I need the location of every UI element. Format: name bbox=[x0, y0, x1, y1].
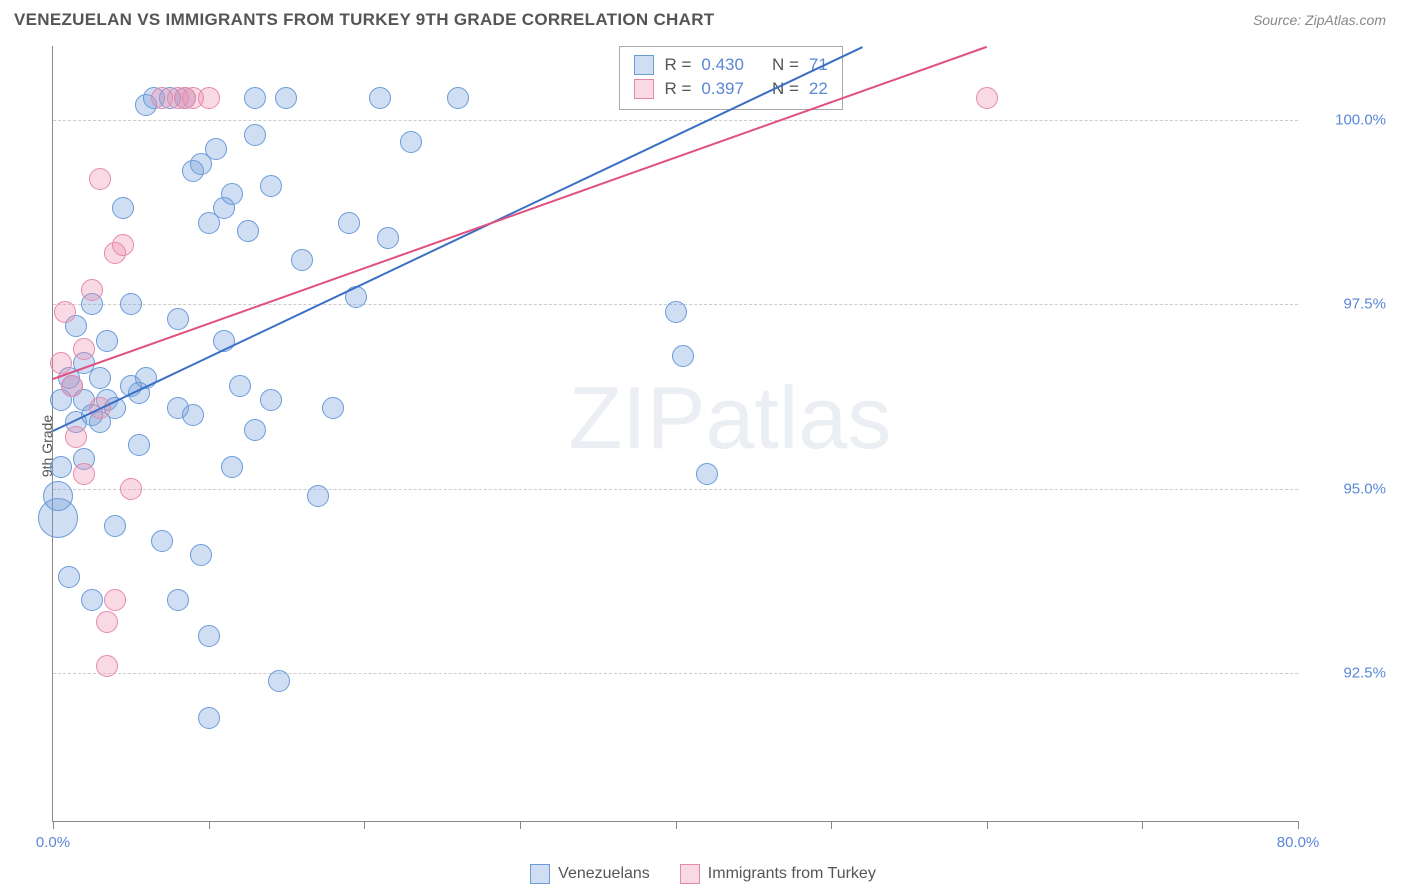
scatter-point bbox=[104, 515, 126, 537]
scatter-point bbox=[198, 625, 220, 647]
x-tick-label: 80.0% bbox=[1277, 834, 1320, 851]
scatter-point bbox=[260, 389, 282, 411]
x-tick-label: 0.0% bbox=[36, 834, 70, 851]
scatter-point bbox=[96, 655, 118, 677]
x-tick bbox=[364, 821, 365, 829]
scatter-point bbox=[182, 404, 204, 426]
scatter-point bbox=[43, 481, 73, 511]
legend-bottom: Venezuelans Immigrants from Turkey bbox=[0, 864, 1406, 884]
legend-label: Immigrants from Turkey bbox=[708, 865, 876, 883]
stat-row: R =0.397N =22 bbox=[634, 77, 827, 101]
legend-item: Venezuelans bbox=[530, 864, 650, 884]
y-tick-label: 100.0% bbox=[1306, 111, 1386, 128]
scatter-point bbox=[89, 168, 111, 190]
scatter-point bbox=[244, 124, 266, 146]
scatter-point bbox=[198, 707, 220, 729]
scatter-point bbox=[400, 131, 422, 153]
scatter-point bbox=[58, 566, 80, 588]
scatter-point bbox=[976, 87, 998, 109]
scatter-point bbox=[338, 212, 360, 234]
scatter-point bbox=[307, 485, 329, 507]
x-tick bbox=[53, 821, 54, 829]
chart-header: VENEZUELAN VS IMMIGRANTS FROM TURKEY 9TH… bbox=[0, 0, 1406, 40]
scatter-point bbox=[221, 456, 243, 478]
scatter-point bbox=[665, 301, 687, 323]
watermark: ZIPatlas bbox=[569, 367, 892, 469]
legend-swatch-icon bbox=[634, 55, 654, 75]
scatter-point bbox=[81, 589, 103, 611]
legend-label: Venezuelans bbox=[558, 865, 650, 883]
scatter-point bbox=[447, 87, 469, 109]
plot-region: ZIPatlas 92.5%95.0%97.5%100.0%0.0%80.0%R… bbox=[52, 46, 1298, 822]
x-tick bbox=[209, 821, 210, 829]
stat-r-label: R = bbox=[664, 79, 691, 99]
scatter-point bbox=[112, 234, 134, 256]
scatter-point bbox=[120, 478, 142, 500]
scatter-point bbox=[322, 397, 344, 419]
y-tick-label: 97.5% bbox=[1306, 296, 1386, 313]
stat-n-value: 22 bbox=[809, 79, 828, 99]
scatter-point bbox=[244, 87, 266, 109]
scatter-point bbox=[268, 670, 290, 692]
scatter-point bbox=[128, 434, 150, 456]
scatter-point bbox=[120, 293, 142, 315]
scatter-point bbox=[275, 87, 297, 109]
scatter-point bbox=[104, 589, 126, 611]
x-tick bbox=[1298, 821, 1299, 829]
scatter-point bbox=[73, 338, 95, 360]
chart-title: VENEZUELAN VS IMMIGRANTS FROM TURKEY 9TH… bbox=[14, 10, 714, 30]
x-tick bbox=[987, 821, 988, 829]
scatter-point bbox=[65, 426, 87, 448]
scatter-point bbox=[50, 456, 72, 478]
stat-r-label: R = bbox=[664, 55, 691, 75]
scatter-point bbox=[205, 138, 227, 160]
scatter-point bbox=[50, 352, 72, 374]
scatter-point bbox=[96, 330, 118, 352]
stat-row: R =0.430N =71 bbox=[634, 53, 827, 77]
stats-box: R =0.430N =71R =0.397N =22 bbox=[619, 46, 842, 110]
gridline bbox=[53, 120, 1298, 121]
scatter-point bbox=[89, 367, 111, 389]
scatter-point bbox=[167, 589, 189, 611]
scatter-point bbox=[112, 197, 134, 219]
scatter-point bbox=[260, 175, 282, 197]
scatter-point bbox=[198, 87, 220, 109]
scatter-point bbox=[190, 544, 212, 566]
scatter-point bbox=[377, 227, 399, 249]
legend-swatch-icon bbox=[634, 79, 654, 99]
scatter-point bbox=[73, 463, 95, 485]
scatter-point bbox=[96, 611, 118, 633]
legend-swatch-icon bbox=[530, 864, 550, 884]
scatter-point bbox=[369, 87, 391, 109]
scatter-point bbox=[54, 301, 76, 323]
y-tick-label: 95.0% bbox=[1306, 480, 1386, 497]
scatter-point bbox=[672, 345, 694, 367]
scatter-point bbox=[221, 183, 243, 205]
gridline bbox=[53, 673, 1298, 674]
chart-area: 9th Grade ZIPatlas 92.5%95.0%97.5%100.0%… bbox=[40, 46, 1396, 846]
legend-swatch-icon bbox=[680, 864, 700, 884]
stat-r-value: 0.397 bbox=[701, 79, 744, 99]
scatter-point bbox=[696, 463, 718, 485]
scatter-point bbox=[237, 220, 259, 242]
scatter-point bbox=[167, 308, 189, 330]
x-tick bbox=[831, 821, 832, 829]
stat-r-value: 0.430 bbox=[701, 55, 744, 75]
x-tick bbox=[1142, 821, 1143, 829]
scatter-point bbox=[229, 375, 251, 397]
scatter-point bbox=[244, 419, 266, 441]
x-tick bbox=[520, 821, 521, 829]
scatter-point bbox=[151, 530, 173, 552]
scatter-point bbox=[61, 375, 83, 397]
legend-item: Immigrants from Turkey bbox=[680, 864, 876, 884]
gridline bbox=[53, 489, 1298, 490]
scatter-point bbox=[291, 249, 313, 271]
y-tick-label: 92.5% bbox=[1306, 665, 1386, 682]
scatter-point bbox=[81, 279, 103, 301]
x-tick bbox=[676, 821, 677, 829]
source-label: Source: ZipAtlas.com bbox=[1253, 12, 1386, 28]
stat-n-label: N = bbox=[772, 55, 799, 75]
